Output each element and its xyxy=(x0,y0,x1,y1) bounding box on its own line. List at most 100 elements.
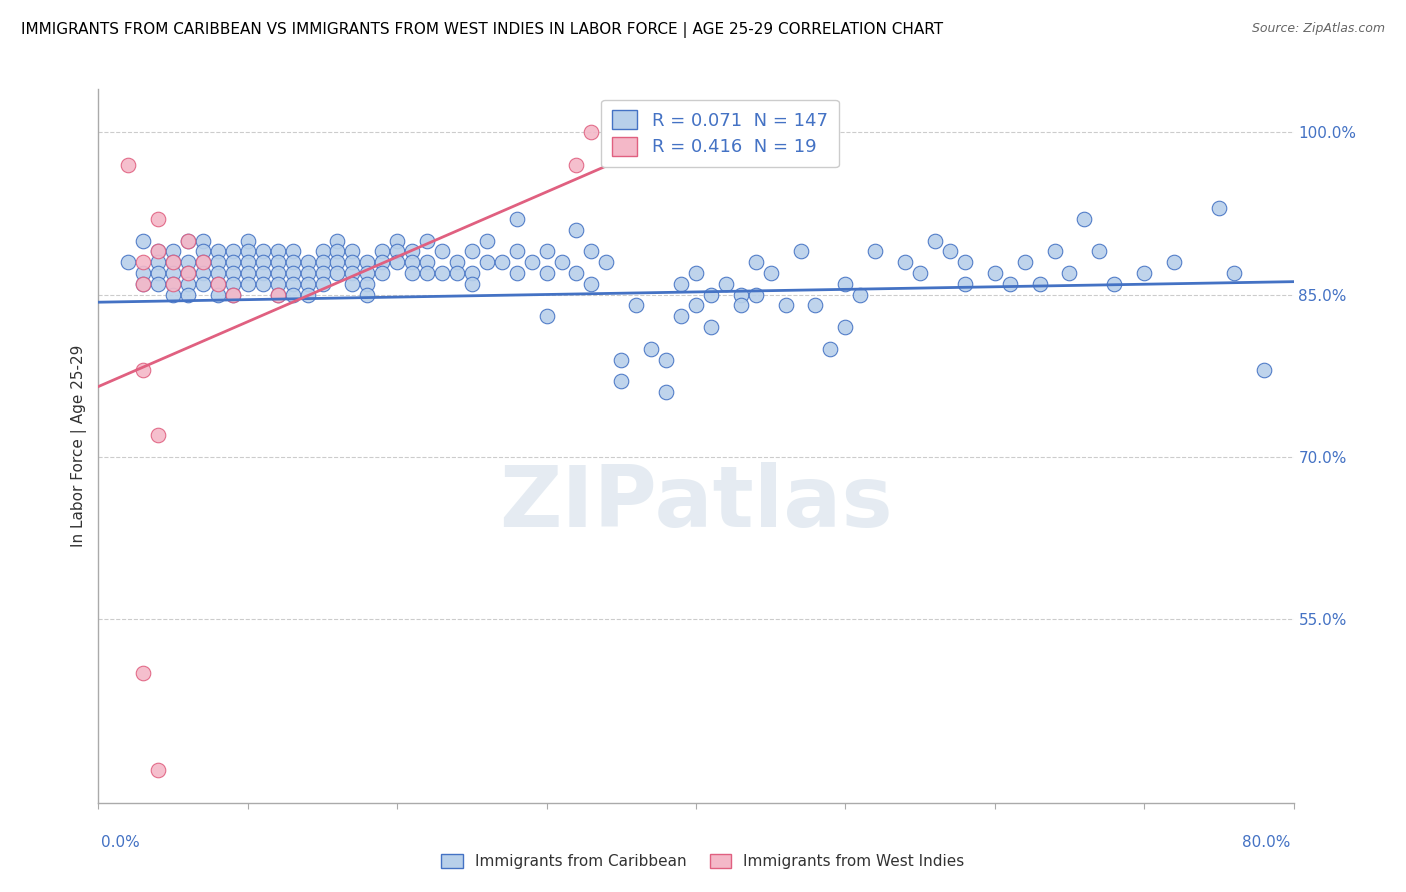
Point xyxy=(759,266,782,280)
Point xyxy=(236,266,259,280)
Point xyxy=(132,666,155,681)
Point xyxy=(148,266,170,280)
Point xyxy=(162,277,184,291)
Point xyxy=(461,244,484,259)
Point xyxy=(222,244,245,259)
Point xyxy=(820,342,842,356)
Point xyxy=(297,277,319,291)
Point xyxy=(148,244,170,259)
Point xyxy=(281,266,304,280)
Point xyxy=(385,244,409,259)
Point xyxy=(222,287,245,301)
Point xyxy=(565,266,588,280)
Point xyxy=(1223,266,1246,280)
Text: ZIPatlas: ZIPatlas xyxy=(499,461,893,545)
Point xyxy=(700,320,723,334)
Text: Source: ZipAtlas.com: Source: ZipAtlas.com xyxy=(1251,22,1385,36)
Point xyxy=(191,255,214,269)
Point xyxy=(565,158,588,172)
Point xyxy=(222,255,245,269)
Point xyxy=(148,428,170,442)
Point xyxy=(236,244,259,259)
Point xyxy=(207,266,229,280)
Point xyxy=(207,277,229,291)
Point xyxy=(132,255,155,269)
Point xyxy=(267,287,290,301)
Point xyxy=(342,277,364,291)
Point xyxy=(849,287,872,301)
Point xyxy=(461,277,484,291)
Point xyxy=(236,277,259,291)
Point xyxy=(162,266,184,280)
Point xyxy=(207,277,229,291)
Point xyxy=(162,287,184,301)
Point xyxy=(326,266,349,280)
Point xyxy=(132,266,155,280)
Point xyxy=(939,244,962,259)
Point xyxy=(1104,277,1126,291)
Point xyxy=(416,234,439,248)
Point xyxy=(371,244,394,259)
Y-axis label: In Labor Force | Age 25-29: In Labor Force | Age 25-29 xyxy=(72,345,87,547)
Point xyxy=(267,255,290,269)
Point xyxy=(1043,244,1066,259)
Point xyxy=(311,244,333,259)
Point xyxy=(655,352,678,367)
Point xyxy=(894,255,917,269)
Point xyxy=(281,287,304,301)
Point xyxy=(401,255,423,269)
Point xyxy=(207,287,229,301)
Point xyxy=(252,277,274,291)
Point xyxy=(640,342,662,356)
Point xyxy=(236,234,259,248)
Point xyxy=(953,255,976,269)
Point xyxy=(685,266,707,280)
Point xyxy=(132,277,155,291)
Point xyxy=(446,266,468,280)
Point xyxy=(1133,266,1156,280)
Point xyxy=(506,244,529,259)
Point xyxy=(132,363,155,377)
Point xyxy=(177,266,200,280)
Point xyxy=(148,764,170,778)
Point xyxy=(342,255,364,269)
Point xyxy=(1014,255,1036,269)
Point xyxy=(132,277,155,291)
Point xyxy=(297,287,319,301)
Legend: Immigrants from Caribbean, Immigrants from West Indies: Immigrants from Caribbean, Immigrants fr… xyxy=(436,847,970,875)
Point xyxy=(281,244,304,259)
Point xyxy=(998,277,1021,291)
Point xyxy=(177,234,200,248)
Point xyxy=(267,266,290,280)
Point xyxy=(834,320,856,334)
Point xyxy=(162,244,184,259)
Point xyxy=(446,255,468,269)
Point xyxy=(416,255,439,269)
Point xyxy=(117,158,139,172)
Point xyxy=(730,298,752,312)
Point xyxy=(581,277,603,291)
Point xyxy=(191,244,214,259)
Point xyxy=(177,234,200,248)
Point xyxy=(281,255,304,269)
Point xyxy=(865,244,887,259)
Point xyxy=(311,266,333,280)
Point xyxy=(416,266,439,280)
Point xyxy=(222,277,245,291)
Point xyxy=(162,277,184,291)
Point xyxy=(700,287,723,301)
Point xyxy=(401,244,423,259)
Point xyxy=(565,223,588,237)
Point xyxy=(385,234,409,248)
Text: 80.0%: 80.0% xyxy=(1243,836,1291,850)
Point xyxy=(326,244,349,259)
Point xyxy=(536,266,558,280)
Point xyxy=(297,266,319,280)
Point xyxy=(1163,255,1185,269)
Point xyxy=(177,266,200,280)
Point xyxy=(148,277,170,291)
Point xyxy=(924,234,946,248)
Point xyxy=(326,234,349,248)
Point xyxy=(536,310,558,324)
Point xyxy=(789,244,811,259)
